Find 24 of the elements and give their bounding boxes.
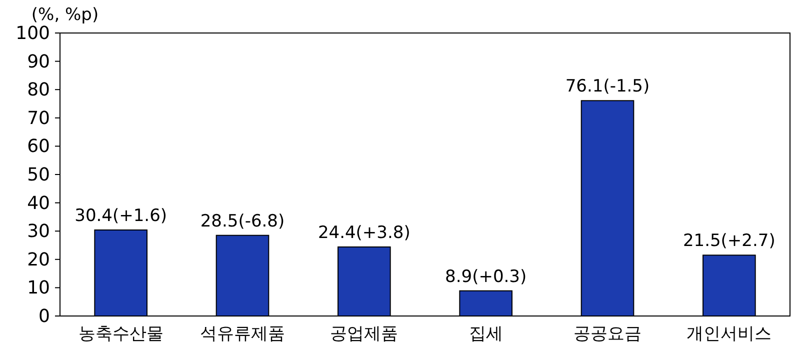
data-label: 21.5(+2.7)	[682, 231, 776, 252]
x-tick-label: 석유류제품	[200, 324, 285, 344]
x-tick-label: 개인서비스	[686, 324, 772, 344]
y-tick-label: 0	[38, 306, 50, 327]
y-tick-label: 100	[16, 23, 50, 44]
data-label: 8.9(+0.3)	[445, 266, 527, 287]
y-tick-label: 30	[27, 221, 50, 242]
data-label: 76.1(-1.5)	[565, 76, 650, 97]
data-label: 24.4(+3.8)	[318, 222, 410, 243]
y-tick-label: 10	[27, 278, 50, 299]
y-tick-label: 60	[27, 136, 50, 158]
y-tick-label: 20	[27, 249, 50, 270]
x-tick-label: 공업제품	[330, 324, 398, 344]
y-axis-title: (%, %p)	[31, 5, 99, 25]
data-label: 30.4(+1.6)	[74, 206, 168, 226]
y-tick-label: 50	[27, 164, 50, 186]
y-tick-label: 40	[27, 192, 50, 214]
x-tick-label: 농축수산물	[78, 324, 164, 344]
y-tick-label: 70	[27, 108, 50, 129]
x-tick-label: 집세	[468, 324, 503, 344]
x-tick-label: 공공요금	[574, 324, 642, 344]
data-label: 28.5(-6.8)	[200, 211, 285, 232]
y-tick-label: 90	[27, 51, 50, 72]
y-tick-label: 80	[27, 80, 50, 101]
